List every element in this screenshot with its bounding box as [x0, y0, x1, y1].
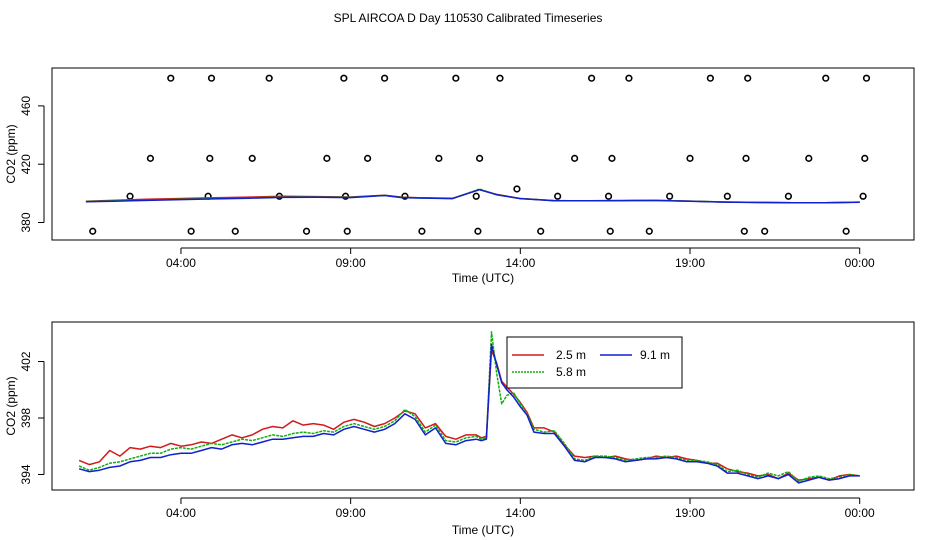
top-calibration-point — [474, 227, 482, 235]
top-x-tick-label: 14:00 — [505, 256, 535, 270]
bottom-y-tick-label: 402 — [19, 351, 33, 371]
top-x-axis: 04:00 09:00 14:00 19:00 00:00 — [166, 247, 875, 270]
bottom-series-line-9-1-m — [78, 343, 860, 484]
top-calibration-point — [606, 227, 614, 235]
legend: 2.5 m 9.1 m 5.8 m — [506, 336, 683, 389]
legend-label-9-1m: 9.1 m — [640, 348, 670, 362]
top-calibration-point — [554, 192, 562, 200]
top-calibration-point — [744, 74, 752, 82]
top-calibration-point — [587, 74, 596, 82]
legend-label-2-5m: 2.5 m — [556, 348, 586, 362]
top-calibration-point — [265, 74, 273, 82]
top-calibration-point — [323, 154, 331, 162]
top-calibration-point — [706, 74, 714, 82]
bottom-x-tick-label: 14:00 — [505, 506, 535, 520]
top-calibration-point — [822, 74, 830, 82]
top-y-tick-label: 460 — [19, 96, 33, 116]
top-calibration-points — [89, 74, 871, 235]
top-series-lines — [85, 188, 860, 204]
legend-label-5-8m: 5.8 m — [556, 365, 586, 379]
top-calibration-point — [452, 74, 460, 82]
top-calibration-point — [89, 227, 97, 235]
top-calibration-point — [859, 192, 867, 200]
top-calibration-point — [784, 192, 793, 200]
legend-box — [506, 336, 683, 389]
top-y-tick-label: 380 — [19, 212, 33, 232]
top-y-axis-title: CO2 (ppm) — [4, 124, 18, 183]
bottom-x-axis-title: Time (UTC) — [452, 523, 514, 537]
bottom-x-tick-label: 04:00 — [166, 506, 196, 520]
bottom-series-line-2-5-m — [78, 349, 860, 481]
top-calibration-point — [666, 192, 674, 200]
bottom-y-tick-label: 394 — [19, 464, 33, 484]
top-calibration-point — [571, 154, 579, 162]
top-calibration-point — [472, 192, 480, 200]
top-calibration-point — [842, 227, 850, 235]
bottom-x-axis: 04:00 09:00 14:00 19:00 00:00 — [166, 497, 875, 520]
chart-title: SPL AIRCOA D Day 110530 Calibrated Times… — [334, 11, 603, 25]
top-x-tick-label: 09:00 — [336, 256, 366, 270]
top-calibration-point — [401, 192, 409, 200]
top-series-line-9-1-m — [85, 188, 860, 204]
top-calibration-point — [343, 227, 351, 235]
top-x-tick-label: 19:00 — [675, 256, 705, 270]
top-calibration-point — [645, 227, 653, 235]
top-x-axis-title: Time (UTC) — [452, 271, 514, 285]
top-y-axis: 380 420 460 — [19, 96, 45, 233]
top-y-tick-label: 420 — [19, 154, 33, 174]
top-calibration-point — [380, 74, 389, 82]
top-calibration-point — [418, 227, 426, 235]
bottom-panel: 04:00 09:00 14:00 19:00 00:00 394 398 402 Time… — [4, 321, 915, 537]
top-plot-frame — [51, 67, 915, 241]
top-calibration-point — [248, 154, 256, 162]
top-calibration-point — [146, 154, 155, 162]
top-calibration-point — [364, 154, 372, 162]
top-calibration-point — [742, 154, 750, 162]
bottom-y-axis-title: CO2 (ppm) — [4, 376, 18, 435]
bottom-y-tick-label: 398 — [19, 408, 33, 428]
top-calibration-point — [167, 74, 175, 82]
top-calibration-point — [231, 227, 239, 235]
top-calibration-point — [207, 74, 216, 82]
top-calibration-point — [537, 227, 545, 235]
top-calibration-point — [862, 74, 871, 82]
bottom-plot-frame — [51, 321, 915, 491]
bottom-x-tick-label: 00:00 — [845, 506, 875, 520]
top-calibration-point — [625, 74, 633, 82]
top-x-tick-label: 00:00 — [845, 256, 875, 270]
top-calibration-point — [740, 227, 748, 235]
top-calibration-point — [761, 227, 769, 235]
top-calibration-point — [861, 154, 869, 162]
top-calibration-point — [126, 192, 134, 200]
top-panel: 04:00 09:00 14:00 19:00 00:00 380 420 460 Time… — [4, 67, 915, 285]
bottom-series-lines — [78, 331, 860, 484]
bottom-y-axis: 394 398 402 — [19, 351, 45, 484]
top-calibration-point — [723, 192, 731, 200]
bottom-x-tick-label: 09:00 — [336, 506, 366, 520]
top-x-tick-label: 04:00 — [166, 256, 196, 270]
top-calibration-point — [604, 192, 613, 200]
top-calibration-point — [686, 154, 694, 162]
top-calibration-point — [206, 154, 214, 162]
bottom-series-line-5-8-m — [78, 331, 860, 483]
top-calibration-point — [805, 154, 813, 162]
top-calibration-point — [187, 227, 195, 235]
bottom-x-tick-label: 19:00 — [675, 506, 705, 520]
top-calibration-point — [476, 154, 484, 162]
top-calibration-point — [302, 227, 311, 235]
top-calibration-point — [496, 74, 504, 82]
top-calibration-point — [340, 74, 348, 82]
top-calibration-point — [608, 154, 616, 162]
top-calibration-point — [435, 154, 443, 162]
top-calibration-point — [513, 185, 521, 193]
